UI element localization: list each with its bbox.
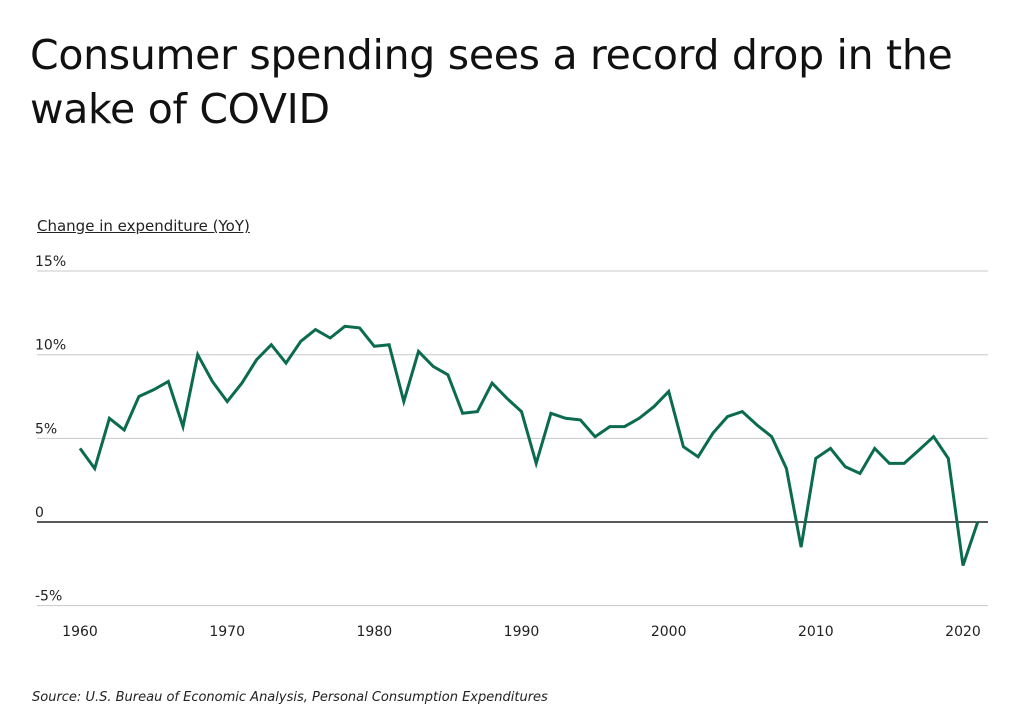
x-tick-label: 1960: [62, 624, 98, 640]
y-tick-label: 0: [35, 505, 44, 521]
y-tick-label: -5%: [35, 589, 62, 605]
y-tick-label: 5%: [35, 421, 57, 437]
y-tick-label: 10%: [35, 338, 66, 354]
y-axis-label: Change in expenditure (YoY): [37, 217, 250, 235]
x-tick-label: 2020: [945, 624, 981, 640]
y-tick-label: 15%: [35, 254, 66, 270]
x-tick-label: 1990: [504, 624, 540, 640]
chart-title: Consumer spending sees a record drop in …: [30, 31, 953, 133]
x-tick-label: 1980: [357, 624, 393, 640]
x-tick-label: 1970: [209, 624, 245, 640]
series-line: [78, 324, 980, 566]
x-tick-label: 2010: [798, 624, 834, 640]
source-note: Source: U.S. Bureau of Economic Analysis…: [32, 690, 548, 705]
x-tick-label: 2000: [651, 624, 687, 640]
